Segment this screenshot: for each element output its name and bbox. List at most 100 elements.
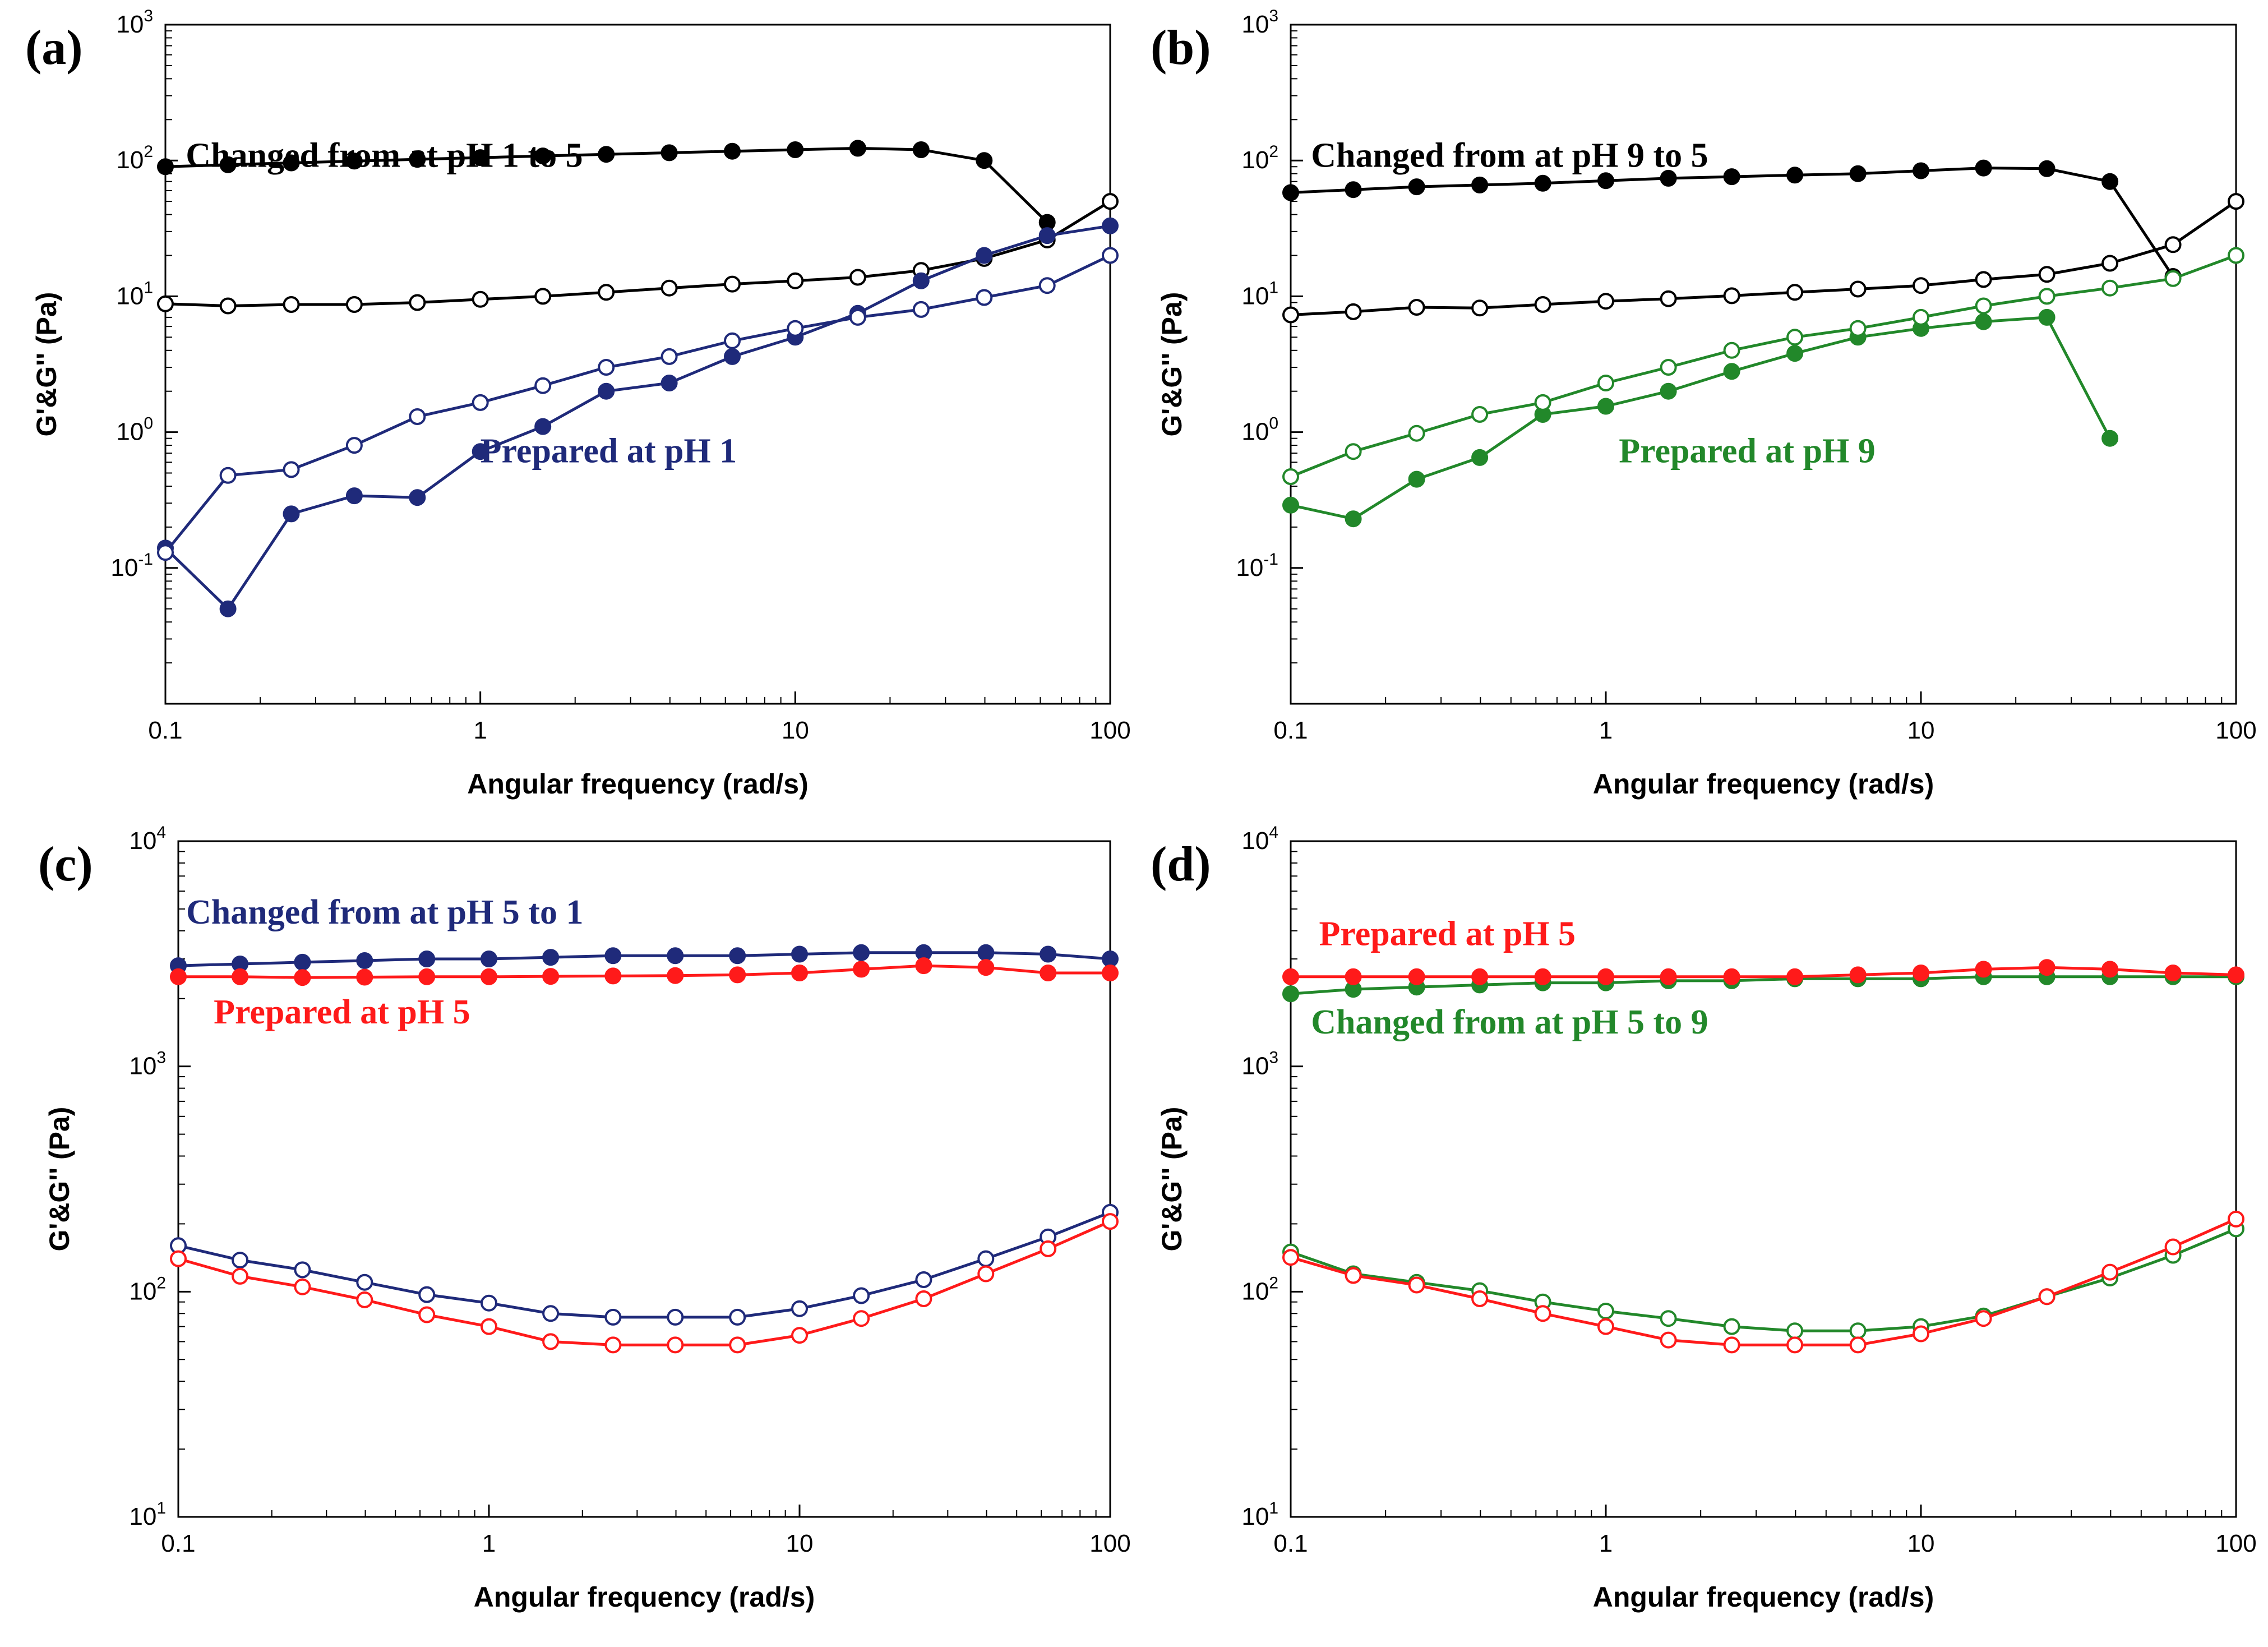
data-point [1282, 968, 1299, 985]
data-point [1786, 1322, 1804, 1340]
data-point [853, 1310, 870, 1327]
data-point [1723, 1336, 1740, 1354]
x-tick-label: 100 [2215, 1530, 2256, 1557]
data-point [1913, 308, 1929, 326]
data-point [283, 461, 300, 478]
data-point [1723, 287, 1740, 305]
data-point [915, 1290, 932, 1307]
data-point [724, 275, 741, 293]
panel-label: (d) [1151, 837, 1211, 892]
x-axis-label: Angular frequency (rad/s) [1593, 1581, 1934, 1613]
data-point [1849, 1336, 1867, 1354]
data-point [853, 961, 870, 978]
series-annotation: Changed from at pH 5 to 9 [1311, 1003, 1708, 1041]
data-point [418, 1286, 436, 1303]
data-point [157, 158, 174, 176]
y-tick-label: 102 [129, 1274, 166, 1305]
series-c-2 [170, 957, 1119, 986]
series-annotation: Changed from at pH 5 to 1 [186, 893, 583, 931]
data-point [1913, 277, 1929, 294]
data-point [219, 467, 237, 484]
data-point [356, 968, 373, 986]
data-point [157, 295, 174, 312]
data-point [791, 945, 808, 963]
x-tick-label: 0.1 [1273, 1530, 1308, 1557]
data-point [598, 382, 615, 400]
series-annotation: Changed from at pH 1 to 5 [186, 136, 583, 174]
data-point [2228, 966, 2244, 984]
data-point [1534, 296, 1551, 313]
data-point [409, 489, 426, 506]
data-point [345, 296, 363, 313]
plot-frame [1290, 24, 2237, 705]
data-point [724, 142, 741, 160]
x-tick-label: 10 [1907, 717, 1935, 744]
chart-panel-b: 0.1 1 10 100 103 102 101 100 10-1 Angular frequen… [1151, 7, 2257, 800]
data-point [1471, 968, 1489, 985]
data-point [472, 290, 489, 308]
data-point [1786, 167, 1804, 184]
data-point [1282, 985, 1299, 1003]
data-point [1471, 449, 1489, 466]
data-point [1849, 1322, 1867, 1340]
y-axis-label: G'&G'' (Pa) [44, 1107, 75, 1252]
data-point [1282, 306, 1299, 324]
data-point [2101, 1263, 2119, 1281]
data-point [1786, 968, 1804, 985]
data-point [418, 951, 436, 967]
data-point [1345, 1267, 1362, 1284]
data-point [604, 967, 622, 985]
data-point [472, 443, 489, 460]
data-point [915, 1271, 932, 1288]
series-line [178, 951, 1111, 967]
series-annotation: Prepared at pH 9 [1619, 432, 1876, 470]
data-point [1597, 172, 1614, 190]
series-line [1290, 254, 2237, 478]
series-line [1290, 316, 2112, 520]
data-point [1597, 968, 1614, 985]
series-line [178, 964, 1110, 979]
data-point [472, 149, 489, 167]
data-point [2038, 1288, 2055, 1305]
y-tick-label: 101 [129, 1499, 166, 1530]
series-line [165, 200, 1111, 307]
x-tick-label: 0.1 [161, 1530, 195, 1557]
data-point [729, 1336, 746, 1354]
data-point [598, 146, 615, 163]
data-point [1660, 382, 1677, 400]
x-tick-label: 100 [1089, 717, 1130, 744]
y-tick-label: 103 [129, 1049, 166, 1080]
data-point [667, 1308, 684, 1326]
data-point [2101, 173, 2119, 190]
data-point [1975, 961, 1992, 978]
data-point [219, 156, 237, 173]
data-point [1282, 1249, 1299, 1266]
data-point [418, 968, 436, 985]
series-line [1291, 966, 2237, 979]
data-point [2038, 160, 2055, 177]
y-tick-label: 100 [1241, 414, 1278, 446]
data-point [2038, 266, 2055, 283]
y-tick-label: 102 [116, 142, 153, 174]
data-point [2101, 279, 2119, 297]
data-point [667, 1336, 684, 1354]
data-point [481, 968, 497, 985]
data-point [1345, 968, 1362, 985]
data-point [787, 320, 804, 337]
data-point [2228, 193, 2244, 210]
data-point [660, 348, 678, 365]
chart-panel-a: 0.1 1 10 100 103 102 101 100 10-1 Angular frequen… [25, 7, 1131, 800]
data-point [604, 947, 622, 965]
data-point [345, 437, 363, 454]
series-annotation: Prepared at pH 5 [214, 993, 470, 1031]
data-point [660, 279, 678, 297]
data-point [1534, 394, 1551, 411]
data-point [1849, 320, 1867, 337]
data-point [157, 544, 174, 561]
data-point [481, 951, 497, 967]
x-tick-label: 10 [782, 717, 809, 744]
chart-panel-d: 0.1 1 10 100 104 103 102 101 Angular frequency (… [1151, 823, 2257, 1613]
data-point [232, 968, 249, 985]
data-point [1408, 425, 1425, 442]
panel-label: (a) [25, 21, 83, 75]
